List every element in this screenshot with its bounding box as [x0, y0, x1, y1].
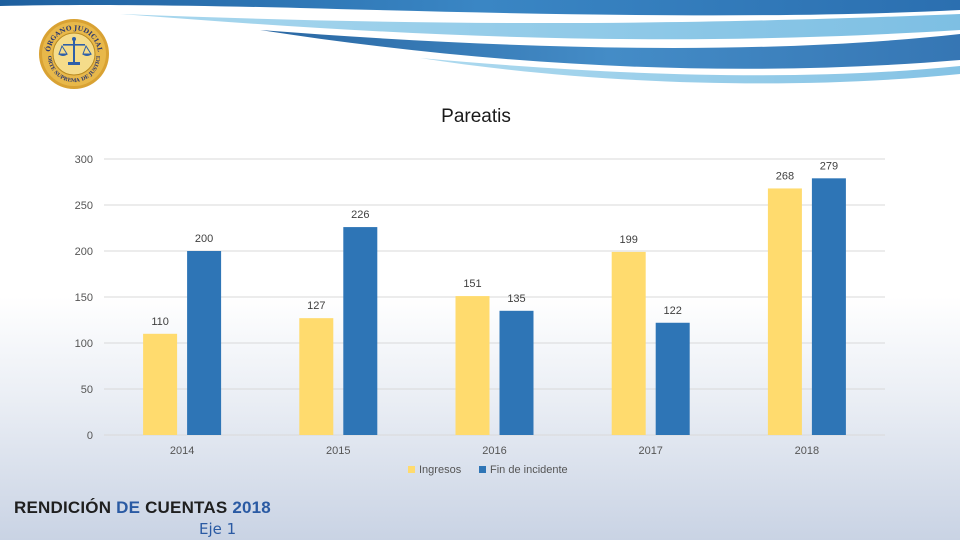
legend: Ingresos Fin de incidente	[408, 464, 568, 476]
bar-ingresos-2014	[143, 333, 178, 435]
data-label: 268	[776, 170, 794, 182]
y-tick-label: 200	[75, 246, 93, 258]
y-tick-label: 150	[75, 292, 93, 304]
x-tick-label: 2014	[170, 445, 194, 457]
y-axis-labels: 0 50 100 150 200 250 300	[75, 154, 93, 442]
footer-title-part2: DE	[116, 498, 146, 517]
bar-fin-de-incidente-2017	[655, 322, 690, 435]
data-label: 110	[151, 316, 169, 328]
bar-ingresos-2018	[767, 188, 802, 435]
bar-ingresos-2015	[299, 318, 334, 435]
x-tick-label: 2015	[326, 445, 350, 457]
data-labels: 110 200 127 226 151 135 199 122 268 279	[151, 160, 838, 327]
legend-swatch	[479, 466, 486, 473]
data-label: 200	[195, 233, 213, 245]
data-label: 279	[820, 160, 838, 172]
y-tick-label: 100	[75, 338, 93, 350]
y-tick-label: 0	[87, 430, 93, 442]
bar-fin-de-incidente-2016	[499, 310, 534, 435]
legend-label: Ingresos	[419, 464, 462, 476]
bar-fin-de-incidente-2018	[811, 178, 846, 435]
bars	[143, 178, 846, 435]
footer-title-part3: CUENTAS	[145, 498, 233, 517]
footer-title: RENDICIÓN DE CUENTAS 2018	[14, 498, 271, 518]
x-axis-labels: 2014 2015 2016 2017 2018	[170, 445, 819, 457]
data-label: 127	[307, 300, 325, 312]
y-tick-label: 250	[75, 200, 93, 212]
y-tick-label: 50	[81, 384, 93, 396]
chart-title: Pareatis	[441, 106, 511, 127]
header-swoosh	[0, 0, 960, 84]
data-label: 199	[620, 234, 638, 246]
data-label: 151	[463, 278, 481, 290]
y-tick-label: 300	[75, 154, 93, 166]
data-label: 135	[507, 293, 525, 305]
bar-chart: Pareatis 0 50 100 150 200 250 300 110 200 127 226…	[75, 106, 885, 476]
organo-judicial-logo: ÓRGANO JUDICIAL CORTE SUPREMA DE JUSTICI…	[38, 18, 109, 89]
bar-fin-de-incidente-2014	[187, 251, 222, 435]
bar-ingresos-2017	[611, 251, 646, 435]
footer-title-part1: RENDICIÓN	[14, 498, 117, 517]
data-label: 226	[351, 209, 369, 221]
scales-emblem-icon	[58, 37, 92, 65]
x-tick-label: 2018	[795, 445, 819, 457]
bar-ingresos-2016	[455, 296, 490, 435]
legend-swatch	[408, 466, 415, 473]
x-tick-label: 2016	[482, 445, 506, 457]
bar-fin-de-incidente-2015	[343, 227, 378, 435]
grid-lines	[104, 158, 885, 436]
footer-title-part4: 2018	[232, 498, 271, 517]
data-label: 122	[664, 305, 682, 317]
x-tick-label: 2017	[638, 445, 662, 457]
legend-label: Fin de incidente	[490, 464, 568, 476]
footer-subtitle: Eje 1	[199, 520, 237, 538]
